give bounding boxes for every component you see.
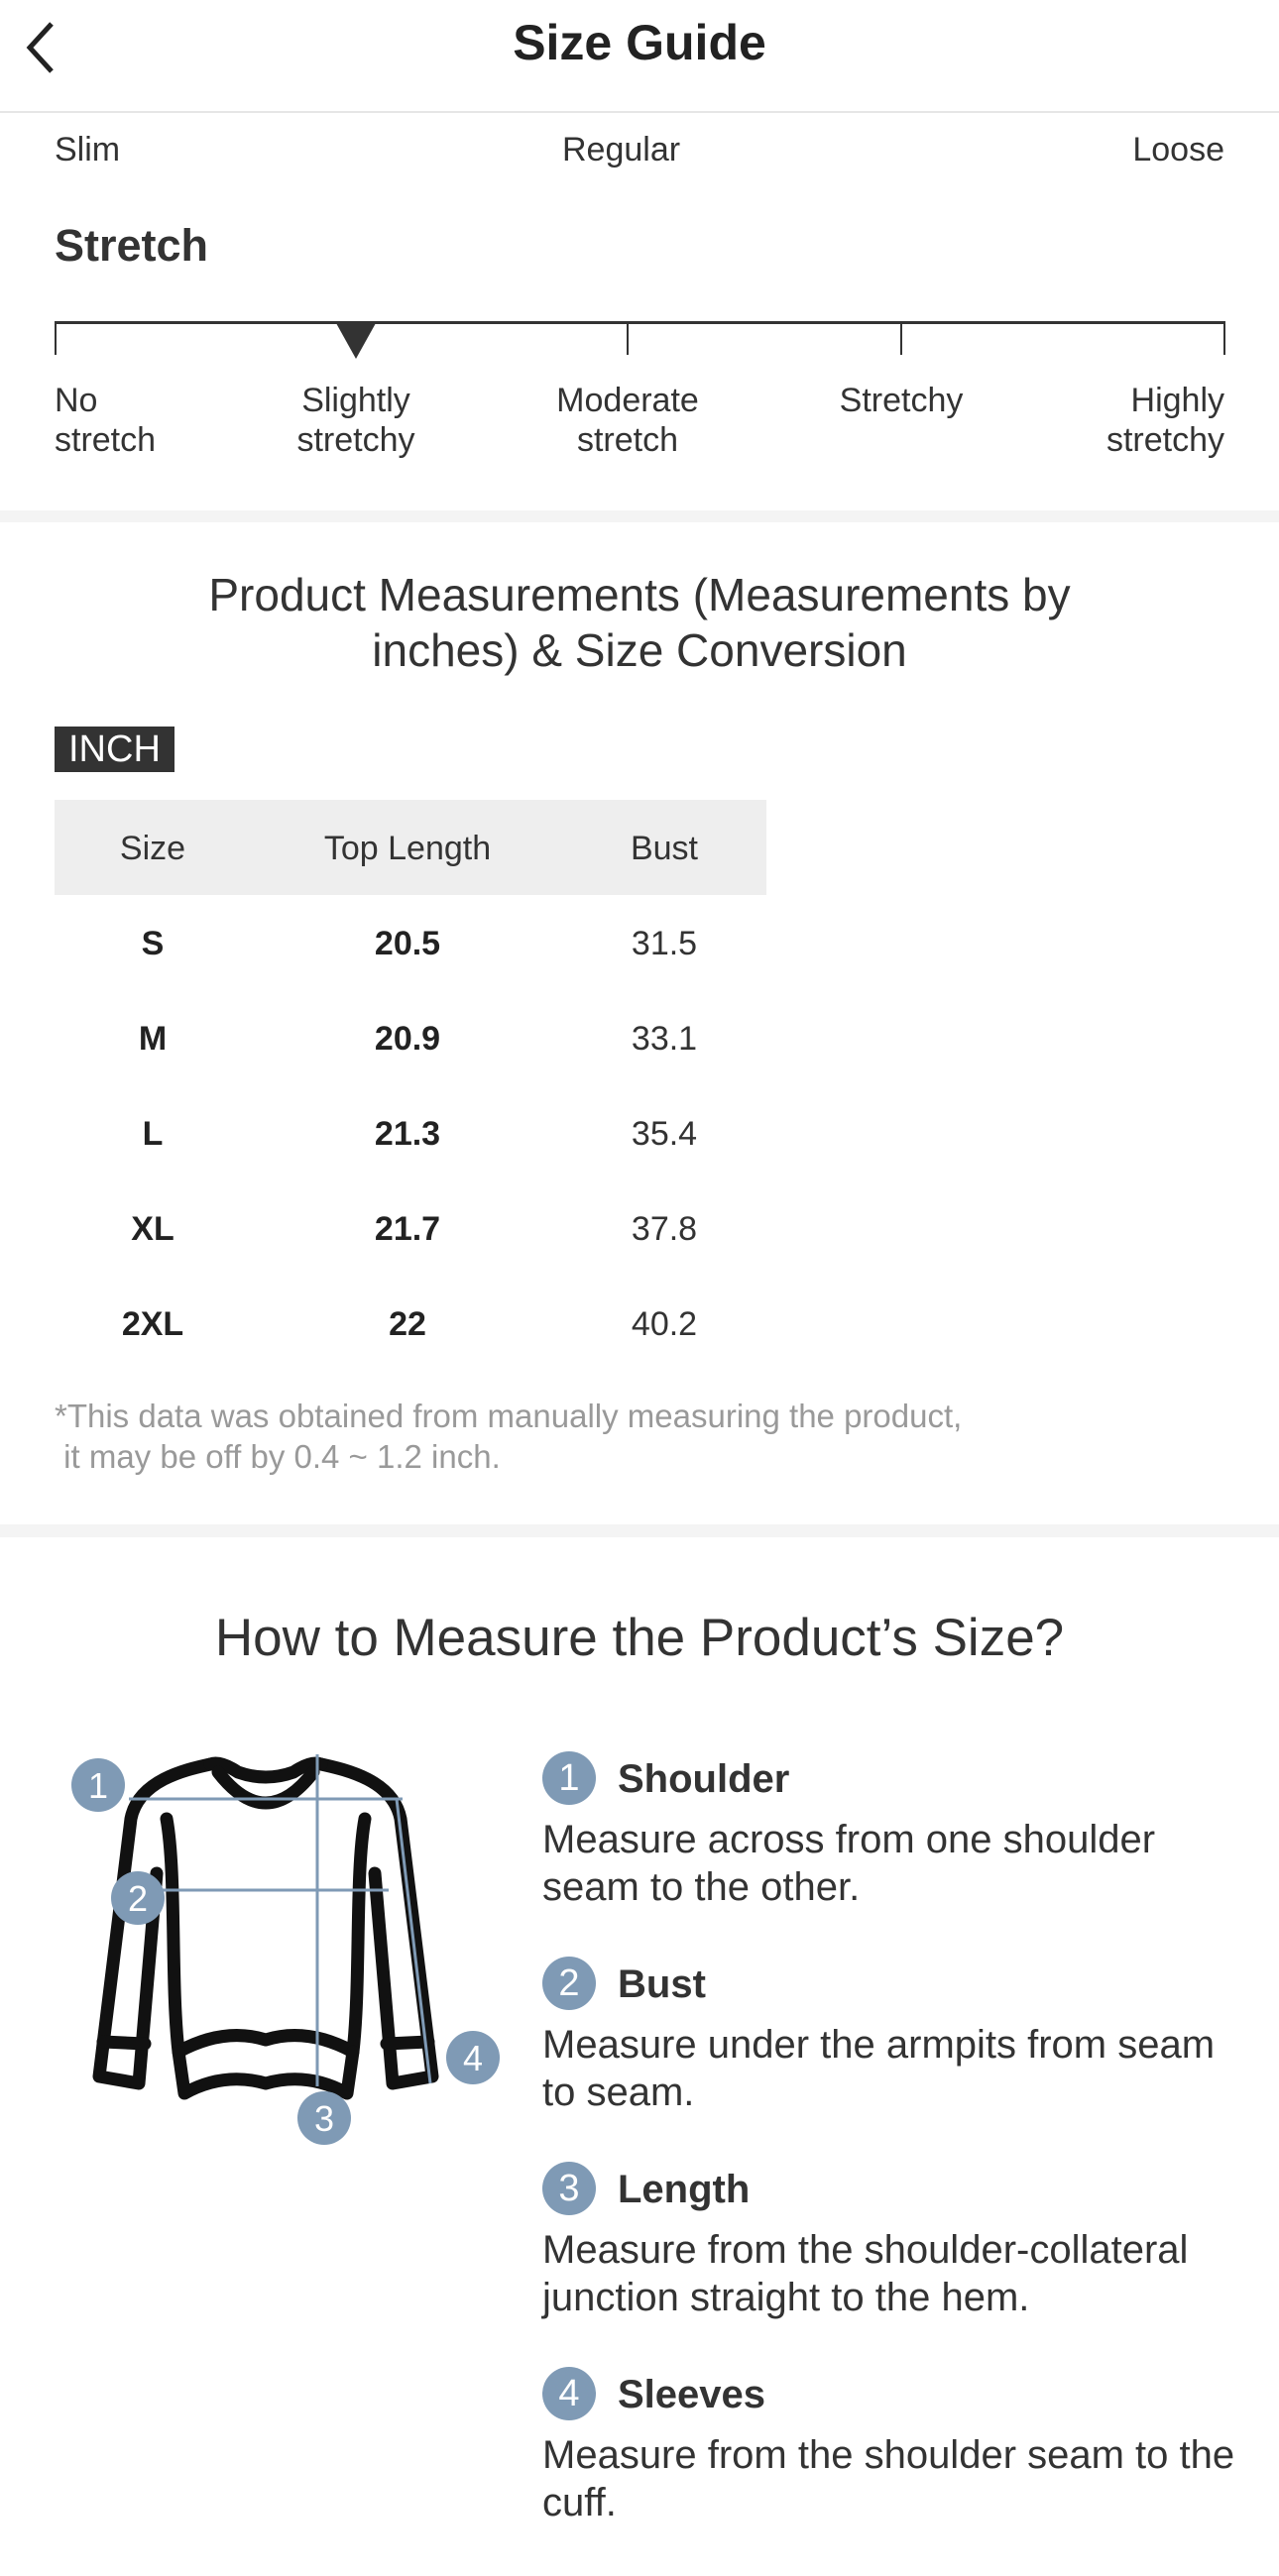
measure-lines <box>129 1754 432 2086</box>
marker-1-text: 1 <box>88 1765 108 1806</box>
marker-4-icon <box>446 2031 500 2084</box>
title-line: Product Measurements (Measurements by <box>208 569 1071 620</box>
column-header: Size <box>119 830 186 867</box>
measurement-note: *This data was obtained from manually me… <box>55 1398 963 1475</box>
table-cell: 33.1 <box>631 1020 698 1058</box>
marker-4-text: 4 <box>463 2038 483 2078</box>
table-cell: S <box>141 925 165 962</box>
fit-label-regular: Regular <box>562 131 681 168</box>
marker-2-icon <box>111 1871 165 1925</box>
step-number-icon: 2 <box>542 1957 596 2010</box>
step-title: Shoulder <box>618 1757 790 1801</box>
label-line: Highly <box>1130 382 1224 419</box>
label-line: stretchy <box>296 421 415 459</box>
table-cell: 2XL <box>121 1305 184 1343</box>
sleeve-line <box>395 1798 432 2084</box>
table-cell: 35.4 <box>631 1115 698 1153</box>
table-cell: 21.3 <box>374 1115 441 1153</box>
sweater-outline-icon <box>92 1756 439 2100</box>
label-line: No <box>55 382 98 419</box>
stretch-level-label: Slightly stretchy <box>257 381 455 460</box>
stretch-level-label: Moderate stretch <box>528 381 727 460</box>
table-cell: 31.5 <box>631 925 698 962</box>
marker-3-text: 3 <box>314 2098 334 2139</box>
column-header: Bust <box>630 830 699 867</box>
label-line: stretch <box>576 421 679 459</box>
header-bar: Size Guide <box>0 0 1279 113</box>
table-cell: L <box>142 1115 164 1153</box>
marker-1-icon <box>71 1758 125 1812</box>
chevron-left-icon <box>26 22 54 73</box>
step-description: Measure from the shoulder-collateral jun… <box>542 2228 1189 2319</box>
page-title: Size Guide <box>513 15 766 70</box>
label-line: Slightly <box>301 382 410 419</box>
measurements-title: Product Measurements (Measurements by in… <box>0 567 1279 678</box>
title-line: inches) & Size Conversion <box>372 624 907 676</box>
scale-tick <box>55 321 57 355</box>
stretch-level-label: Stretchy <box>802 381 1000 420</box>
back-button[interactable] <box>22 18 61 77</box>
stretch-marker-icon <box>336 323 376 359</box>
marker-2-text: 2 <box>128 1878 148 1919</box>
diagram-markers: 1 2 3 4 <box>71 1758 500 2145</box>
table-cell: 22 <box>389 1305 426 1343</box>
step-number-icon: 4 <box>542 2367 596 2420</box>
how-to-title: How to Measure the Product’s Size? <box>214 1609 1065 1667</box>
table-cell: 20.5 <box>374 925 441 962</box>
label-line: Stretchy <box>839 382 964 419</box>
table-header <box>55 800 766 895</box>
marker-3-icon <box>297 2091 351 2145</box>
step-description: Measure across from one shoulder seam to… <box>542 1818 1156 1909</box>
table-cell: M <box>138 1020 168 1058</box>
table-cell: 37.8 <box>631 1210 698 1248</box>
scale-tick <box>627 321 629 355</box>
stretch-level-label: No stretch <box>55 381 156 460</box>
label-line: stretch <box>55 421 157 459</box>
table-cell: 21.7 <box>374 1210 441 1248</box>
section-divider <box>0 1524 1279 1537</box>
scale-tick <box>900 321 902 355</box>
scale-tick <box>1223 321 1225 355</box>
column-header: Top Length <box>323 830 492 867</box>
label-line: stretchy <box>1105 421 1224 459</box>
table-cell: XL <box>131 1210 174 1248</box>
table-cell: 20.9 <box>374 1020 441 1058</box>
step-description: Measure from the shoulder seam to the cu… <box>542 2433 1235 2524</box>
fit-label-loose: Loose <box>1132 131 1224 168</box>
step-title: Bust <box>618 1962 706 2006</box>
stretch-level-label: Highly stretchy <box>1106 381 1224 460</box>
label-line: Moderate <box>556 382 699 419</box>
fit-label-slim: Slim <box>55 131 121 168</box>
step-number-icon: 3 <box>542 2162 596 2215</box>
step-description: Measure under the armpits from seam to s… <box>542 2023 1216 2114</box>
step-title: Length <box>618 2168 751 2211</box>
table-cell: 40.2 <box>631 1305 698 1343</box>
stretch-title: Stretch <box>55 220 209 271</box>
section-divider <box>0 510 1279 522</box>
sweater-diagram: 1 2 3 4 <box>71 1754 500 2145</box>
unit-badge[interactable]: INCH <box>55 727 174 772</box>
stretch-scale <box>55 321 1225 324</box>
step-number-icon: 1 <box>542 1751 596 1805</box>
step-title: Sleeves <box>618 2373 766 2416</box>
